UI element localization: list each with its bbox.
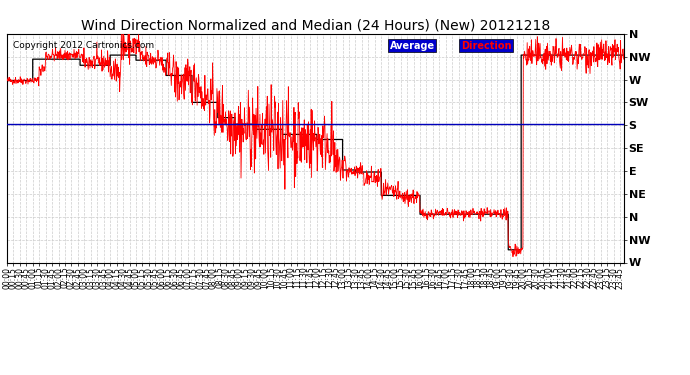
Text: Average: Average bbox=[390, 40, 435, 51]
Title: Wind Direction Normalized and Median (24 Hours) (New) 20121218: Wind Direction Normalized and Median (24… bbox=[81, 19, 551, 33]
Text: Copyright 2012 Cartronics.com: Copyright 2012 Cartronics.com bbox=[13, 40, 154, 50]
Text: Direction: Direction bbox=[461, 40, 511, 51]
